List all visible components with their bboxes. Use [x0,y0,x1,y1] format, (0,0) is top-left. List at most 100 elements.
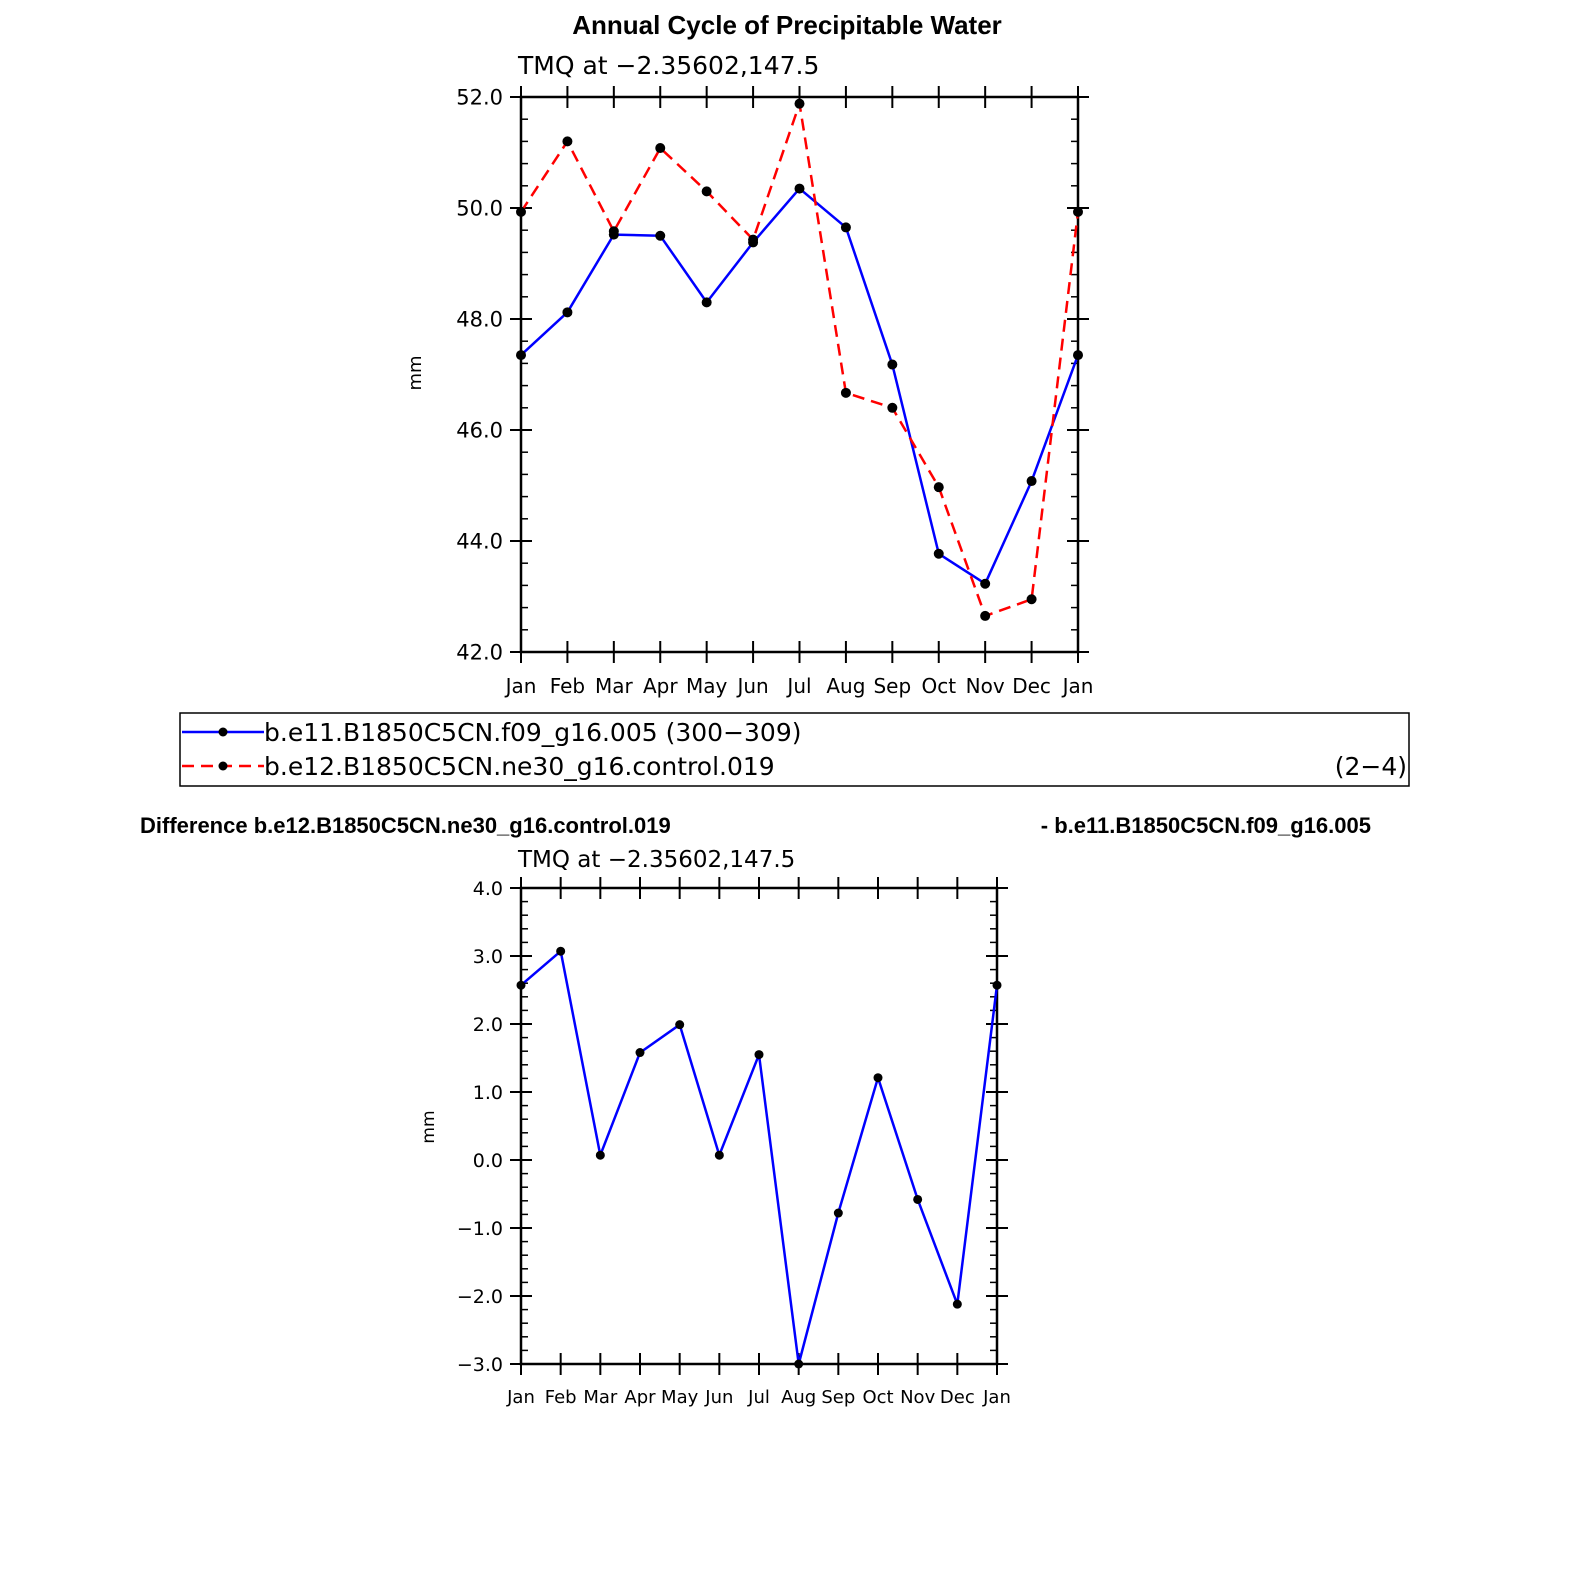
legend-marker-2 [218,761,228,771]
lower-ytick-label: −1.0 [457,1218,503,1240]
upper-series-line-1 [520,187,1080,585]
legend-range: (2−4) [1335,752,1407,781]
lower-data-point-1 [595,1150,605,1160]
upper-data-point-1 [562,307,573,318]
upper-data-point-1 [794,183,805,194]
upper-data-point-1 [701,297,712,308]
upper-data-point-2 [608,226,619,237]
upper-ytick-label: 42.0 [456,641,503,665]
upper-data-point-2 [980,610,991,621]
lower-xtick-label: May [661,1387,699,1408]
upper-xtick-label: Nov [966,674,1005,698]
lower-data-point-1 [675,1020,685,1030]
figure-title: Annual Cycle of Precipitable Water [572,10,1002,40]
upper-ytick-label: 50.0 [456,197,503,221]
lower-data-point-1 [913,1194,923,1204]
lower-data-point-1 [794,1359,804,1369]
lower-data-point-1 [873,1073,883,1083]
upper-ylabel: mm [405,355,426,390]
lower-xtick-label: Jun [704,1387,733,1408]
upper-data-point-2 [655,143,666,154]
upper-data-point-2 [794,98,805,109]
upper-xtick-label: Sep [873,674,911,698]
lower-ytick-label: −2.0 [457,1286,503,1308]
upper-data-point-1 [840,222,851,233]
lower-ylabel: mm [419,1110,439,1143]
upper-xtick-label: Feb [550,674,585,698]
upper-ytick-label: 52.0 [456,86,503,110]
upper-xtick-label: Jan [504,674,537,698]
lower-ytick-label: 4.0 [473,878,503,900]
upper-xtick-label: Jan [1061,674,1094,698]
diff-title-left: Difference b.e12.B1850C5CN.ne30_g16.cont… [140,813,671,838]
upper-data-point-2 [516,206,526,217]
lower-ytick-label: 2.0 [473,1014,503,1036]
lower-frame [519,886,999,1366]
upper-xtick-label: Jun [735,674,768,698]
lower-data-point-1 [833,1208,843,1218]
diff-title-right: - b.e11.B1850C5CN.f09_g16.005 [1041,813,1371,838]
lower-plot: TMQ at −2.35602,147.5 mm −3.0 −2.0 −1.0 0.0… [419,847,1011,1408]
lower-xtick-label: Feb [545,1387,577,1408]
lower-ytick-label: 1.0 [473,1082,503,1104]
upper-xtick-label: Jul [785,674,811,698]
upper-xtick-label: Dec [1012,674,1051,698]
lower-xtick-label: Jul [747,1387,770,1408]
upper-data-point-2 [933,482,944,493]
lower-xtick-label: Sep [821,1387,855,1408]
upper-data-point-2 [562,136,573,147]
upper-data-point-1 [980,578,991,589]
upper-plot: TMQ at −2.35602,147.5 mm 42.0 44.0 46.0 48.… [405,51,1093,698]
upper-data-point-2 [701,186,712,197]
lower-xtick-label: Aug [781,1387,816,1408]
upper-data-point-1 [655,230,666,241]
upper-data-point-1 [933,548,944,559]
legend-label-1: b.e11.B1850C5CN.f09_g16.005 (300−309) [264,718,802,747]
upper-subtitle: TMQ at −2.35602,147.5 [517,51,819,80]
lower-xtick-label: Jan [506,1387,535,1408]
lower-data-point-1 [952,1299,962,1309]
lower-xtick-label: Apr [624,1387,656,1408]
upper-data-point-2 [1073,206,1083,217]
upper-xtick-label: Apr [643,674,678,698]
lower-data-point-1 [516,980,526,990]
lower-xtick-label: Jan [982,1387,1011,1408]
legend: b.e11.B1850C5CN.f09_g16.005 (300−309) b.… [179,712,1410,787]
lower-ytick-label: 3.0 [473,946,503,968]
upper-ytick-label: 46.0 [456,419,503,443]
upper-data-point-1 [1026,476,1037,487]
upper-xtick-label: Mar [595,674,634,698]
upper-frame [519,95,1080,654]
lower-data-point-1 [556,946,566,956]
lower-data-point-1 [992,980,1002,990]
lower-xtick-label: Mar [583,1387,618,1408]
legend-box [179,712,1410,787]
upper-data-point-2 [1026,594,1037,605]
upper-plot-area: 42.0 44.0 46.0 48.0 50.0 52.0 Jan Feb Mar Apr May J… [456,86,1093,698]
lower-ytick-label: −3.0 [457,1354,503,1376]
upper-ytick-label: 44.0 [456,530,503,554]
legend-label-2: b.e12.B1850C5CN.ne30_g16.control.019 [264,752,775,781]
lower-data-point-1 [754,1050,764,1060]
upper-data-point-2 [887,402,898,413]
lower-subtitle: TMQ at −2.35602,147.5 [517,847,795,873]
lower-data-point-1 [714,1150,724,1160]
upper-xtick-label: Aug [826,674,865,698]
upper-data-point-2 [840,387,851,398]
lower-xtick-label: Dec [940,1387,975,1408]
upper-data-point-2 [748,234,759,245]
upper-data-point-1 [516,350,526,361]
upper-ytick-label: 48.0 [456,308,503,332]
upper-xtick-label: May [686,674,728,698]
lower-xtick-label: Nov [900,1387,935,1408]
lower-series-line-1 [520,949,999,1366]
legend-marker-1 [218,727,228,737]
upper-xtick-label: Oct [921,674,956,698]
lower-plot-area: −3.0 −2.0 −1.0 0.0 1.0 2.0 3.0 4.0 Jan Feb Mar Apr M… [457,877,1011,1408]
upper-data-point-1 [887,359,898,370]
upper-data-point-1 [1073,350,1083,361]
lower-ytick-label: 0.0 [473,1150,503,1172]
lower-xtick-label: Oct [862,1387,893,1408]
upper-series-line-2 [519,102,1080,618]
